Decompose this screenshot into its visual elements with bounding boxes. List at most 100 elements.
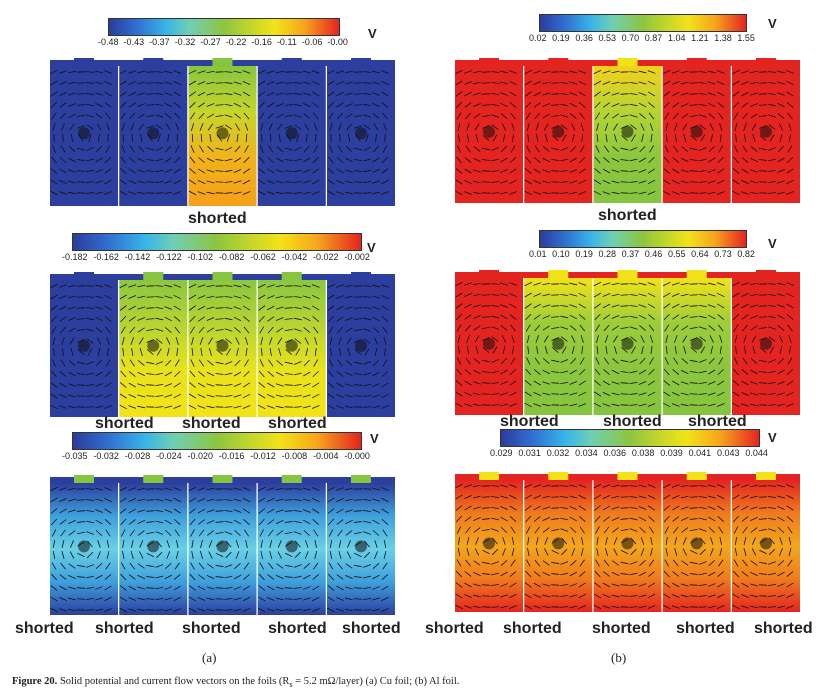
current-vector (266, 487, 275, 491)
current-vector (76, 328, 86, 332)
current-vector (689, 326, 698, 330)
current-vector (640, 123, 645, 131)
current-vector (372, 81, 380, 85)
current-vector (490, 192, 500, 194)
current-vector (137, 520, 146, 524)
current-vector (137, 317, 146, 321)
colorbar-tick-label: -0.48 (98, 37, 119, 47)
current-vector (166, 540, 170, 548)
current-vector (767, 595, 777, 597)
current-vector (758, 316, 768, 318)
current-vector (200, 347, 203, 357)
current-vector (164, 92, 173, 96)
current-vector (707, 594, 716, 598)
current-vector (750, 325, 758, 331)
current-vector (243, 102, 250, 108)
current-vector (173, 596, 182, 602)
current-vector (767, 485, 777, 487)
current-vector (500, 506, 508, 510)
current-vector (578, 282, 587, 286)
current-vector (710, 537, 714, 545)
current-vector (749, 484, 759, 488)
current-vector (603, 526, 610, 534)
current-vector (372, 92, 380, 96)
current-vector (689, 528, 698, 532)
current-vector (786, 91, 794, 97)
current-vector (97, 551, 101, 559)
current-vector (491, 114, 499, 118)
current-vector (491, 359, 499, 363)
current-vector (594, 101, 601, 109)
current-vector (242, 179, 251, 185)
current-vector (233, 405, 242, 409)
current-vector (570, 145, 577, 153)
current-vector (243, 562, 250, 570)
current-vector (551, 518, 560, 520)
current-vector (95, 327, 103, 333)
current-vector (777, 102, 785, 108)
current-vector (173, 585, 181, 591)
current-vector (500, 594, 508, 598)
current-vector (76, 395, 86, 397)
current-vector (473, 403, 481, 407)
current-vector (629, 359, 638, 363)
current-vector (464, 484, 472, 488)
current-vector (464, 594, 472, 598)
current-vector (750, 358, 758, 364)
current-vector (578, 516, 586, 522)
unit-label: V (368, 26, 377, 41)
current-vector (104, 585, 112, 591)
current-vector (284, 125, 293, 129)
current-vector (664, 357, 669, 365)
current-vector (571, 537, 575, 545)
current-vector (629, 283, 638, 285)
current-vector (500, 357, 508, 365)
current-vector (509, 368, 517, 376)
current-vector (629, 181, 638, 183)
current-vector (336, 394, 344, 398)
current-vector (698, 485, 707, 487)
current-vector (128, 585, 136, 591)
current-vector (86, 317, 94, 321)
current-vector (671, 81, 680, 85)
current-vector (224, 586, 233, 590)
current-vector (155, 192, 164, 194)
current-vector (542, 495, 551, 499)
current-vector (293, 82, 302, 84)
current-vector (86, 328, 94, 332)
current-vector (381, 80, 389, 86)
current-vector (224, 575, 233, 579)
current-vector (105, 562, 111, 570)
current-vector (336, 168, 344, 174)
current-vector (490, 496, 500, 498)
current-vector (743, 123, 747, 131)
current-vector (455, 604, 463, 610)
current-vector (362, 169, 372, 173)
current-vector (59, 316, 67, 322)
current-vector (481, 371, 491, 373)
current-vector (570, 357, 577, 365)
current-vector (50, 382, 58, 388)
current-vector (206, 394, 215, 398)
current-vector (629, 393, 638, 395)
colorbar (72, 233, 362, 251)
current-vector (533, 484, 542, 488)
current-vector (165, 529, 172, 537)
current-vector (50, 69, 58, 75)
current-vector (533, 81, 542, 85)
shorted-label: shorted (268, 620, 327, 637)
current-vector (524, 179, 532, 185)
colorbar-ticks: 0.02 0.19 0.36 0.53 0.70 0.87 1.04 1.21 1.38 1.55 (529, 33, 755, 43)
current-vector (275, 157, 284, 163)
current-vector (777, 191, 785, 195)
current-vector (284, 307, 293, 309)
current-vector (457, 536, 461, 546)
current-vector (560, 404, 569, 406)
current-vector (345, 498, 353, 502)
current-vector (257, 283, 266, 289)
current-vector (293, 317, 302, 321)
current-vector (698, 305, 707, 307)
current-vector (303, 563, 311, 569)
current-vector (509, 403, 517, 407)
current-vector (372, 487, 380, 491)
